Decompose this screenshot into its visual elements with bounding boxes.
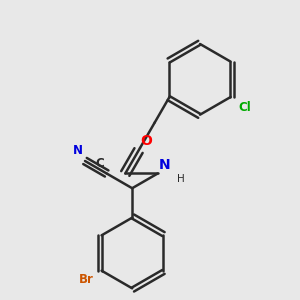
Text: C: C — [95, 157, 104, 170]
Text: O: O — [140, 134, 152, 148]
Text: N: N — [73, 145, 82, 158]
Text: Br: Br — [79, 273, 94, 286]
Text: H: H — [177, 174, 184, 184]
Text: N: N — [159, 158, 171, 172]
Text: Cl: Cl — [238, 101, 251, 114]
